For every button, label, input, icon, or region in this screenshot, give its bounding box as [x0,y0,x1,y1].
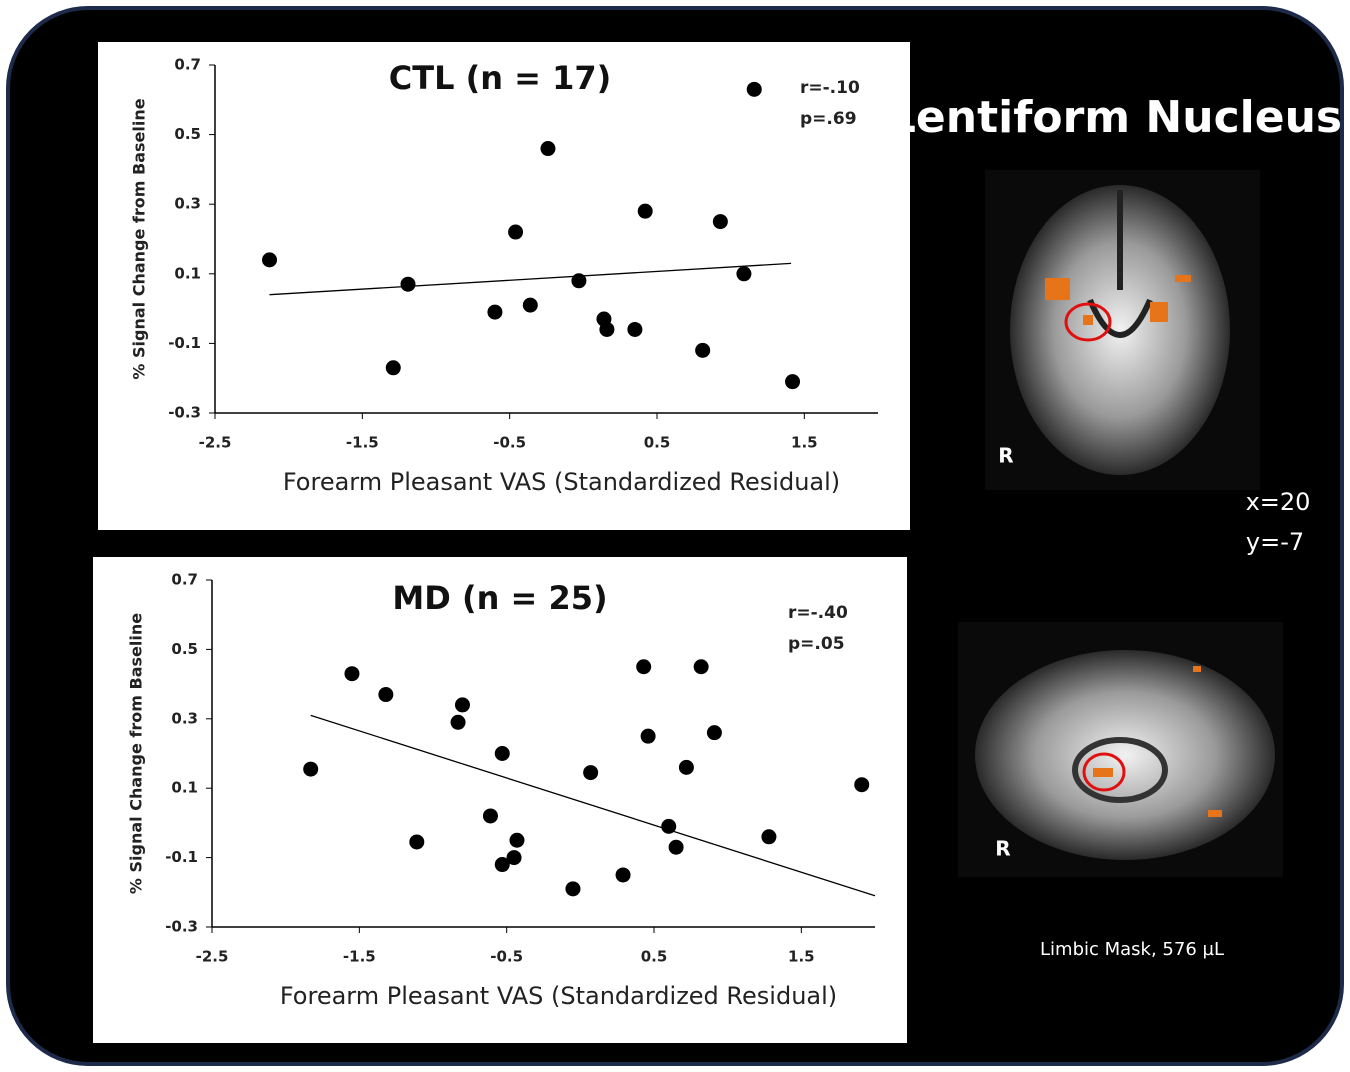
point [540,141,555,156]
point [508,225,523,240]
point [509,833,524,848]
point [785,374,800,389]
chart-title: MD (n = 25) [392,579,607,617]
y-tick-label: 0.5 [171,640,198,658]
point [599,322,614,337]
point [669,840,684,855]
point [583,765,598,780]
y-axis-label: % Signal Change from Baseline [130,98,149,379]
point [303,762,318,777]
y-tick-label: 0.5 [174,125,201,143]
point [401,277,416,292]
x-tick-label: -1.5 [343,948,376,966]
side-label: R [995,837,1010,861]
point [344,666,359,681]
panel [93,557,907,1043]
panel [98,42,910,530]
point [455,697,470,712]
point [854,777,869,792]
point [747,82,762,97]
point [378,687,393,702]
y-tick-label: -0.3 [165,918,198,936]
point [386,360,401,375]
coord-label: x=20 [1246,488,1311,516]
x-axis-label: Forearm Pleasant VAS (Standardized Resid… [280,982,837,1010]
annotation: r=-.40 [788,603,848,623]
point [694,659,709,674]
axial-image [985,170,1260,490]
x-tick-label: -0.5 [490,948,523,966]
point [761,829,776,844]
x-tick-label: -1.5 [346,434,379,452]
y-tick-label: 0.7 [171,571,198,589]
point [262,252,277,267]
point [736,266,751,281]
point [487,305,502,320]
annotation: r=-.10 [800,78,860,98]
point [627,322,642,337]
y-tick-label: -0.1 [168,334,201,352]
mask-label: Limbic Mask, 576 µL [1040,939,1224,960]
x-tick-label: 0.5 [644,434,671,452]
point [523,298,538,313]
y-tick-label: 0.3 [174,195,201,213]
coord-label: y=-7 [1246,528,1304,556]
point [495,746,510,761]
x-tick-label: 1.5 [788,948,815,966]
x-axis-label: Forearm Pleasant VAS (Standardized Resid… [283,468,840,496]
figure: Lentiform Nucleus R x=20 y=-7 R Limbic M… [0,0,1350,1072]
x-tick-label: -0.5 [493,434,526,452]
point [565,881,580,896]
point [483,808,498,823]
y-tick-label: -0.1 [165,848,198,866]
point [616,867,631,882]
point [713,214,728,229]
x-tick-label: 0.5 [641,948,668,966]
x-tick-label: -2.5 [199,434,232,452]
x-tick-label: 1.5 [791,434,818,452]
point [641,729,656,744]
point [636,659,651,674]
y-tick-label: -0.3 [168,404,201,422]
point [679,760,694,775]
point [638,204,653,219]
y-tick-label: 0.1 [174,264,201,282]
x-tick-label: -2.5 [196,948,229,966]
side-label: R [998,444,1013,468]
y-axis-label: % Signal Change from Baseline [127,613,146,894]
y-tick-label: 0.7 [174,56,201,74]
y-tick-label: 0.3 [171,709,198,727]
chart-title: CTL (n = 17) [389,59,612,97]
point [451,715,466,730]
y-tick-label: 0.1 [171,779,198,797]
point [707,725,722,740]
annotation: p=.05 [788,634,845,654]
brain-title: Lentiform Nucleus [888,92,1342,143]
point [695,343,710,358]
point [507,850,522,865]
annotation: p=.69 [800,109,857,129]
point [409,834,424,849]
